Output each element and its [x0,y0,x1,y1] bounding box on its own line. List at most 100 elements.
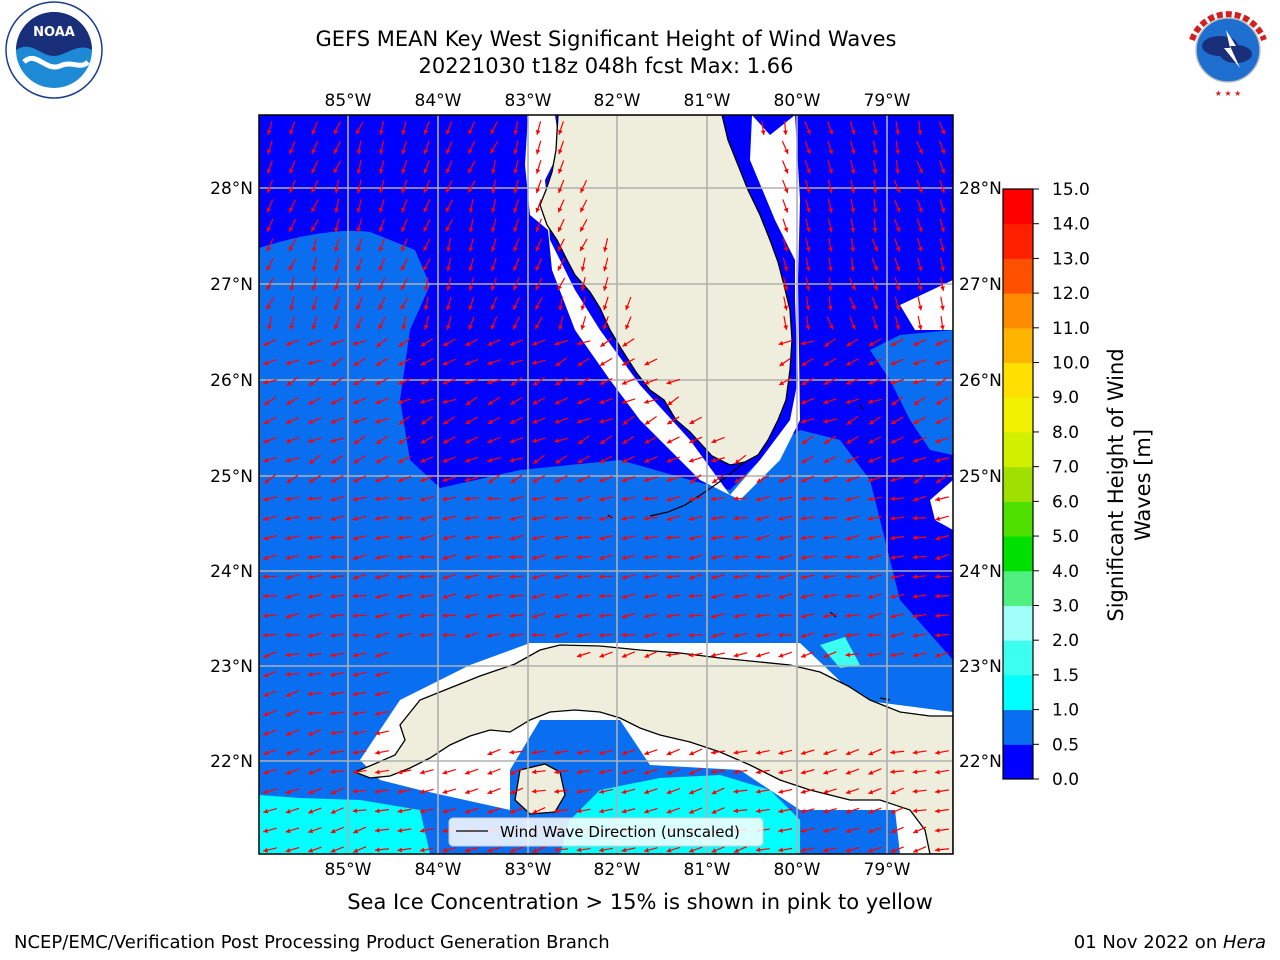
wind-arrow-head [330,848,336,853]
wind-arrow-head [513,324,518,330]
wind-arrow-head [420,380,426,385]
wind-arrow-head [487,496,492,501]
wind-arrow-head [487,633,492,638]
wind-arrow-head [468,148,473,154]
colorbar-segment [1003,744,1033,780]
wind-arrow-head [689,438,695,444]
wind-arrow-head [308,400,314,405]
wind-arrow-head [309,459,315,464]
wind-arrow-head [940,305,945,311]
wind-arrow-head [420,536,426,541]
lon-label: 84°W [415,860,462,880]
wind-arrow-head [895,130,900,135]
wind-arrow-head [267,325,272,330]
wind-arrow-head [464,458,470,463]
wind-arrow-head [442,555,448,561]
wind-arrow-head [828,129,834,135]
wind-arrow-head [778,847,784,853]
wind-arrow-head [420,341,426,347]
wind-arrow-head [890,789,896,795]
wind-arrow-head [918,207,923,213]
wind-arrow-head [734,459,740,464]
wind-arrow-head [330,613,335,619]
wind-arrow-head [468,266,474,272]
wind-arrow-head [936,478,942,483]
wind-arrow-head [554,419,560,424]
wind-arrow-head [378,285,384,291]
wind-arrow-head [423,265,428,271]
wind-arrow-head [379,149,384,155]
wind-arrow-head [285,632,290,638]
wind-arrow-head [644,399,649,404]
wind-arrow-head [823,847,829,853]
wind-arrow-head [711,809,717,814]
wind-arrow-head [643,515,649,521]
wind-arrow-head [935,555,941,561]
wind-arrow-head [599,477,605,483]
wind-arrow-head [445,168,451,174]
wind-arrow-head [622,341,628,347]
wind-arrow-head [576,750,582,755]
wind-arrow-head [912,554,918,560]
wind-arrow-head [308,731,314,736]
wind-arrow-head [805,305,811,311]
wind-arrow-head [827,305,833,311]
wind-arrow-head [263,711,269,717]
wind-arrow-head [535,149,541,155]
wind-arrow-head [535,285,540,291]
wind-arrow-head [446,247,452,252]
wind-arrow-head [464,847,470,853]
colorbar-segment [1003,674,1033,711]
wind-arrow-head [823,458,829,463]
wind-arrow-head [307,613,313,619]
wind-arrow-head [398,458,404,463]
wind-arrow-head [442,632,447,638]
wind-arrow-head [755,750,761,755]
wind-arrow-head [734,848,740,853]
wind-arrow-head [912,593,918,599]
wind-arrow-head [918,246,923,252]
wind-arrow-head [783,266,789,272]
wind-arrow-head [513,207,518,213]
wind-arrow-head [756,478,762,483]
wind-arrow-head [828,266,833,272]
wind-arrow-head [266,188,272,194]
wind-arrow-head [823,515,828,521]
wind-arrow-head [666,847,672,853]
wind-arrow-head [289,168,294,174]
wind-arrow-head [532,341,538,346]
wind-arrow-head [599,653,605,658]
wind-arrow-head [644,808,649,814]
wind-arrow-head [890,360,896,366]
wind-arrow-head [307,555,313,560]
wind-arrow-head [845,593,850,599]
wind-arrow-head [487,809,493,814]
land-mask-florida [525,115,800,500]
wind-arrow-head [935,613,940,619]
wind-arrow-head [912,574,918,580]
wind-arrow-head [531,749,537,755]
wind-arrow-head [554,438,560,443]
map-grid [259,115,953,854]
wind-arrow-head [352,769,358,775]
wind-arrow-head [557,265,563,271]
wind-arrow-head [621,399,627,405]
wind-arrow-head [800,633,806,639]
wind-arrow-head [375,535,380,541]
wind-arrow-head [557,285,562,291]
wind-arrow-head [286,478,292,483]
wind-arrow-head [913,848,919,853]
wind-arrow-head [621,574,627,580]
wind-arrow-head [621,614,627,619]
lat-label: 26°N [959,371,1002,391]
wind-arrow-head [891,419,897,425]
wind-arrow-head [688,593,694,599]
wind-arrow-head [353,848,359,853]
wind-arrow-head [263,632,268,638]
wind-arrow-head [940,129,946,135]
colorbar-tick-label: 4.0 [1052,562,1079,582]
wind-arrow-head [690,478,695,484]
wind-arrow-head [913,360,918,366]
wind-arrow-head [487,535,492,541]
wind-arrow-head [666,593,671,599]
